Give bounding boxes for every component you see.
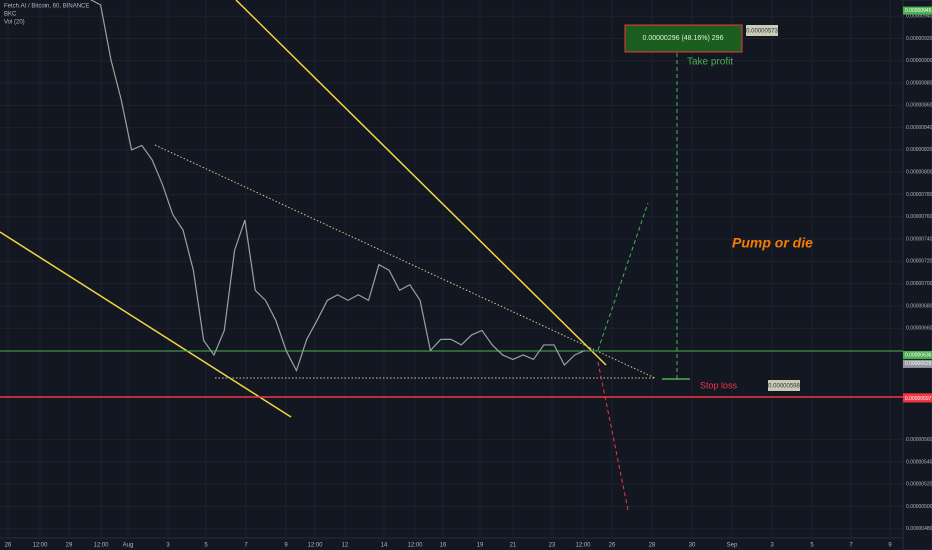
price-marker-label: 0.00000636 [905, 352, 932, 358]
price-tick-label: 0.00000880 [906, 80, 932, 86]
price-line-series [90, 0, 586, 373]
up-arrow [597, 202, 649, 351]
price-marker [903, 6, 932, 15]
price-marker [903, 350, 932, 359]
price-tick-label: 0.00000800 [906, 170, 932, 176]
trendline [235, 0, 607, 366]
price-axis [902, 0, 932, 550]
price-tick-label: 0.00000780 [906, 192, 932, 198]
price-tick-label: 0.00000740 [906, 236, 932, 242]
price-tag [768, 380, 800, 391]
take-profit-label: Take profit [687, 57, 733, 68]
time-tick-label: 28 [649, 543, 656, 549]
price-marker-label: 0.00000628 [905, 361, 932, 367]
time-tick-label: 7 [849, 543, 853, 549]
time-tick-label: 12:00 [93, 543, 109, 549]
price-marker [903, 359, 932, 368]
time-tick-label: 26 [5, 543, 12, 549]
time-tick-label: 12 [342, 543, 349, 549]
time-tick-label: 19 [477, 543, 484, 549]
price-tick-label: 0.00000720 [906, 259, 932, 265]
time-tick-label: 12:00 [407, 543, 423, 549]
time-tick-label: 3 [166, 543, 170, 549]
price-tick-label: 0.00000900 [906, 58, 932, 64]
time-tick-label: 12:00 [32, 543, 48, 549]
time-tick-label: 3 [770, 543, 774, 549]
price-tick-label: 0.00000540 [906, 459, 932, 465]
price-tick-label: 0.00000840 [906, 125, 932, 131]
indicator-label: Vol (20) [4, 20, 25, 26]
price-tick-label: 0.00000820 [906, 147, 932, 153]
dotted-trendline [154, 144, 656, 379]
time-tick-label: 29 [66, 543, 73, 549]
price-tick-label: 0.00000660 [906, 326, 932, 332]
price-tag [746, 25, 778, 36]
price-tick-label: 0.00000680 [906, 303, 932, 309]
price-tag-label: 0.00000598 [768, 384, 800, 390]
price-tick-label: 0.00000480 [906, 526, 932, 532]
time-tick-label: 9 [888, 543, 892, 549]
time-tick-label: 30 [689, 543, 696, 549]
target-box-label: 0.00000296 (48.16%) 296 [643, 35, 724, 42]
price-tick-label: 0.00000860 [906, 103, 932, 109]
price-tag-label: 0.00000573 [746, 29, 778, 35]
stop-loss-label: Stop loss [700, 380, 738, 390]
time-tick-label: Aug [123, 543, 134, 549]
target-box [624, 24, 743, 53]
symbol-title: Fetch.AI / Bitcoin, 60, BINANCE [4, 4, 89, 10]
time-tick-label: 9 [284, 543, 288, 549]
price-tick-label: 0.00000940 [906, 13, 932, 19]
time-tick-label: 26 [609, 543, 616, 549]
price-tick-label: 0.00000700 [906, 281, 932, 287]
time-tick-label: 5 [204, 543, 208, 549]
price-marker-label: 0.00000597 [905, 396, 932, 402]
time-tick-label: 5 [810, 543, 814, 549]
price-marker [903, 394, 932, 403]
time-tick-label: Sep [727, 543, 738, 549]
price-tick-label: 0.00000760 [906, 214, 932, 220]
price-marker-label: 0.00000945 [905, 8, 932, 14]
price-tick-label: 0.00000560 [906, 437, 932, 443]
time-tick-label: 7 [244, 543, 248, 549]
time-tick-label: 12:00 [307, 543, 323, 549]
price-tick-label: 0.00000920 [906, 36, 932, 42]
time-tick-label: 16 [440, 543, 447, 549]
trendline [0, 231, 292, 418]
time-tick-label: 14 [381, 543, 388, 549]
time-tick-label: 23 [549, 543, 556, 549]
time-tick-label: 21 [510, 543, 517, 549]
time-tick-label: 12:00 [575, 543, 591, 549]
indicator-label: BKC [4, 12, 17, 18]
caption: Pump or die [732, 235, 813, 251]
price-tick-label: 0.00000520 [906, 482, 932, 488]
price-tick-label: 0.00000500 [906, 504, 932, 510]
